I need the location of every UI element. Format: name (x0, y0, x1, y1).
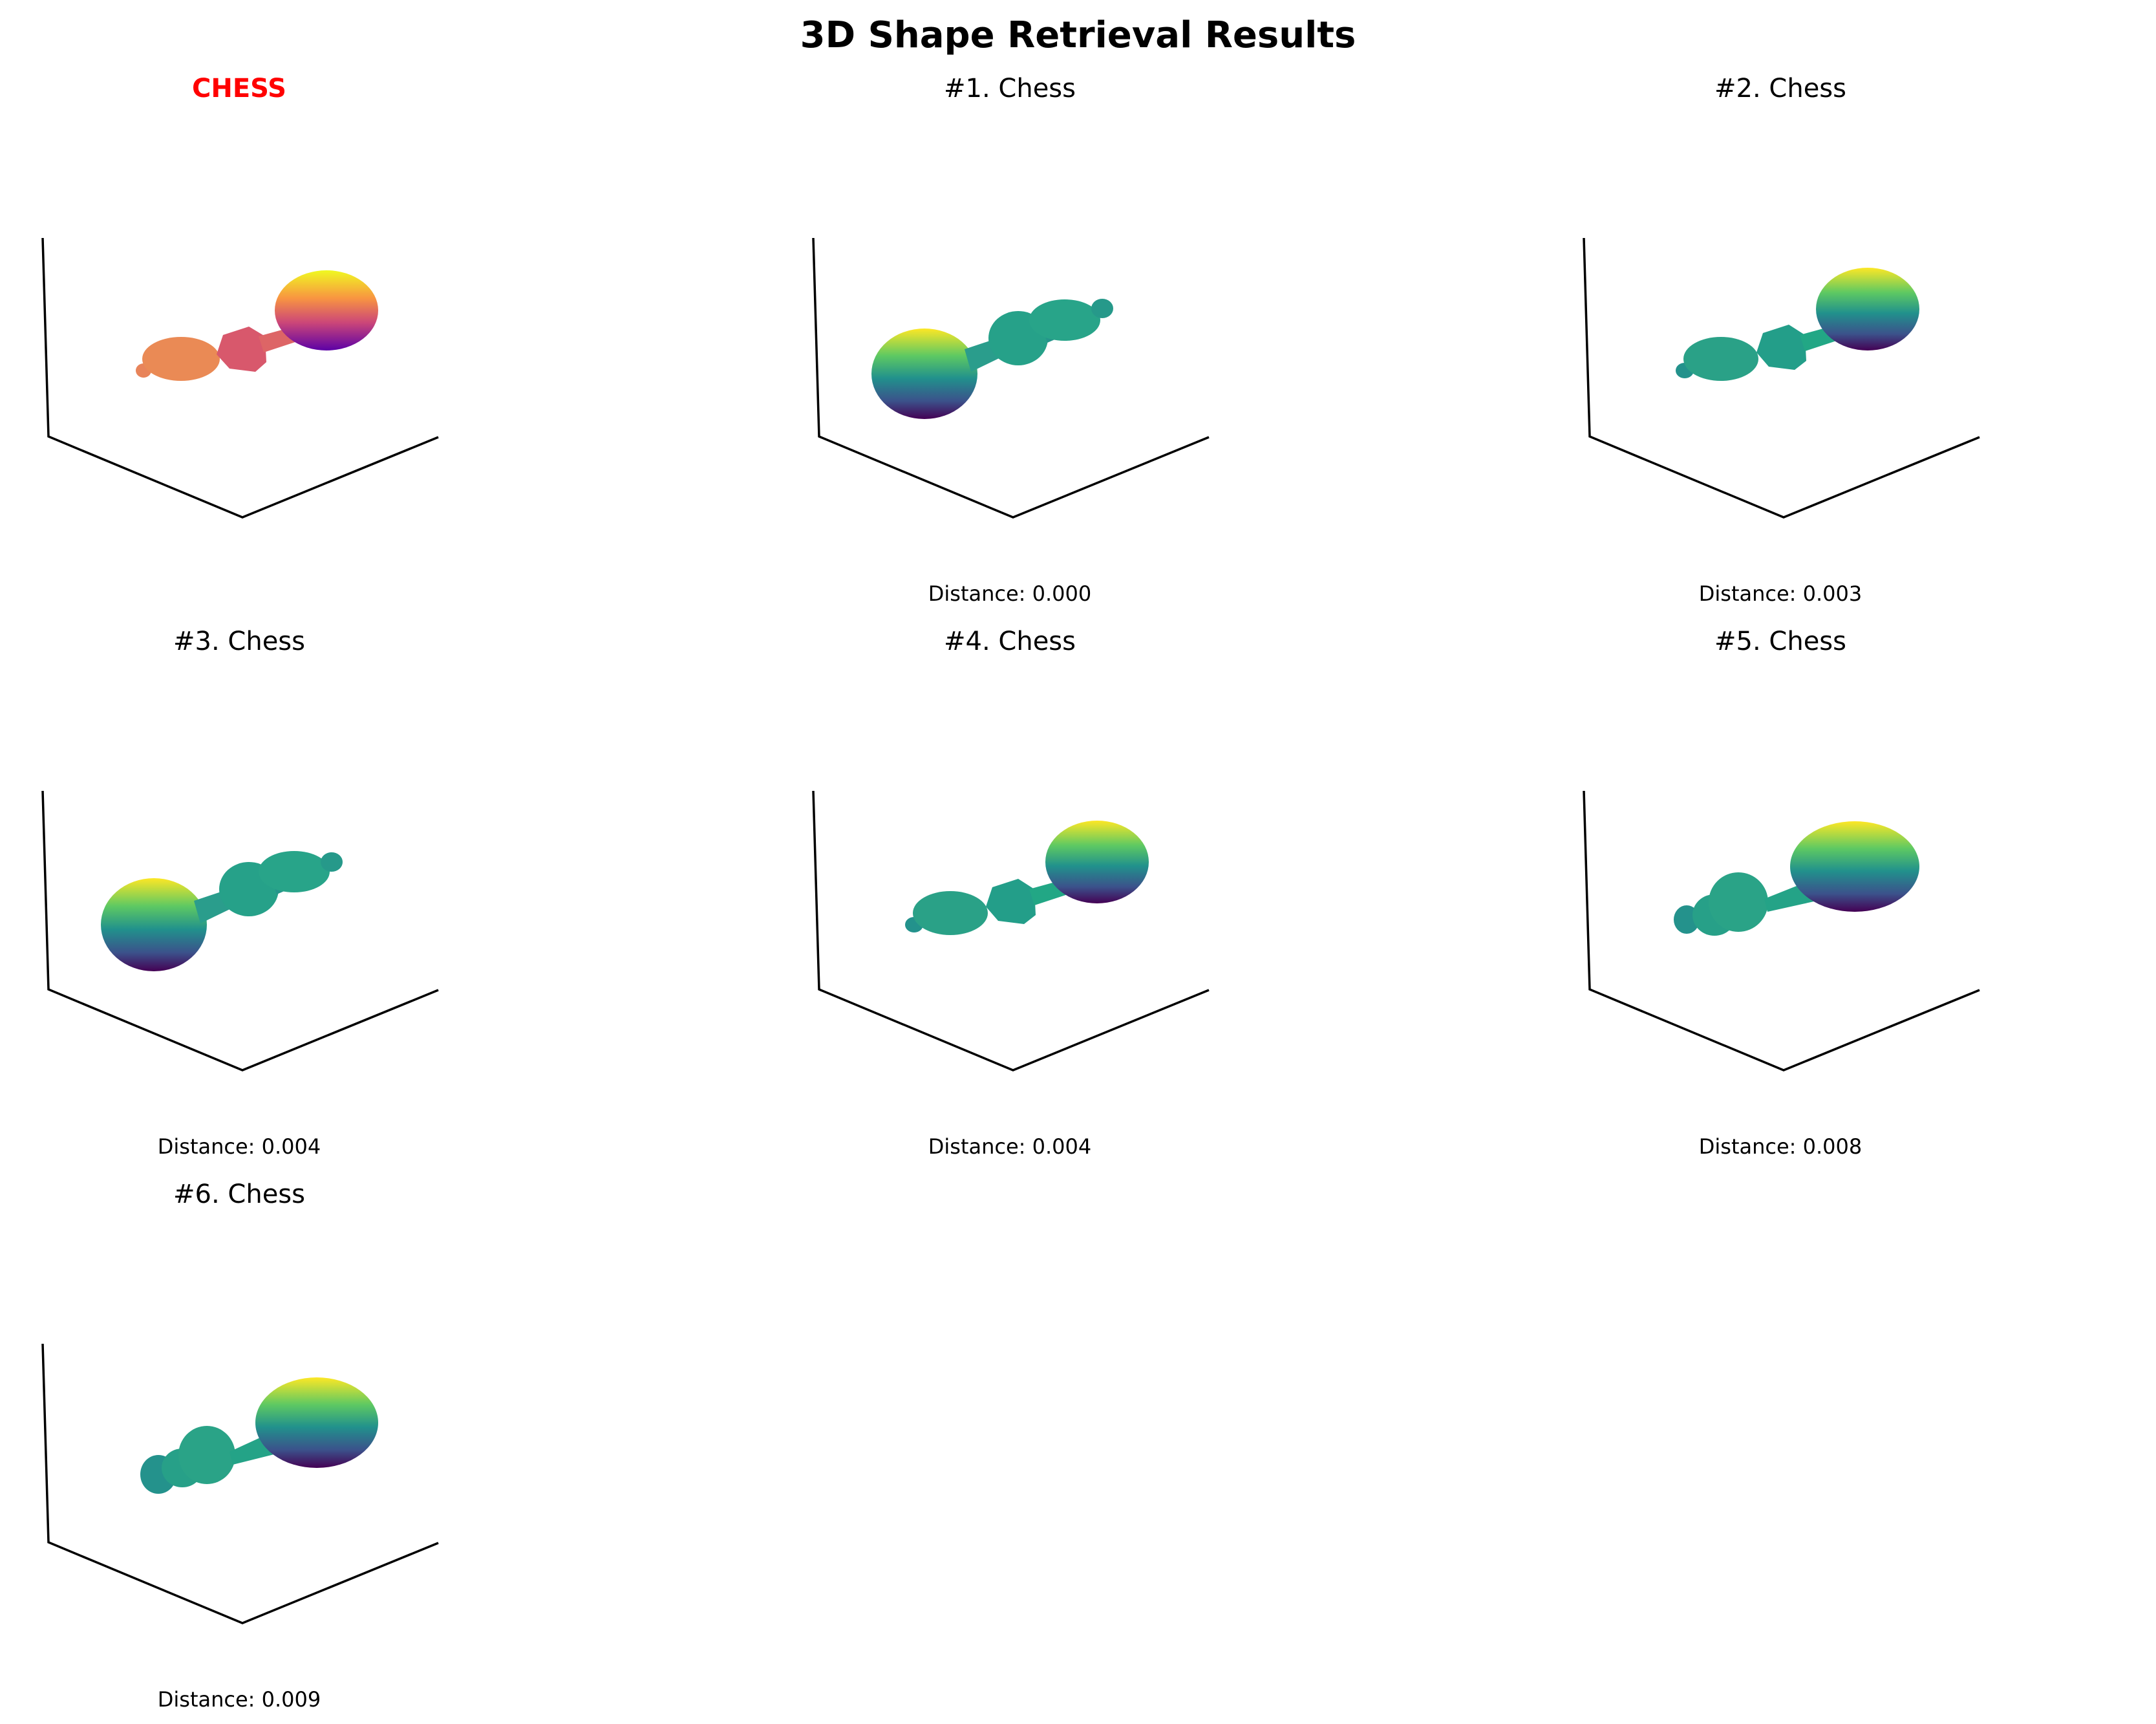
result-label: #1. Chess (944, 74, 1076, 103)
result-3d-shape (812, 237, 1210, 519)
distance-label: Distance: 0.004 (928, 1134, 1092, 1159)
result-panel: #1. Chess Distance: 0.000 (771, 0, 1482, 606)
result-panel: #6. Chess Distance: 0.009 (0, 1106, 711, 1712)
axis-lines (41, 1343, 439, 1624)
result-3d-shape (41, 790, 439, 1072)
distance-label: Distance: 0.003 (1698, 581, 1862, 606)
query-label: CHESS (192, 74, 286, 103)
result-panel: #2. Chess Distance: 0.003 (1541, 0, 2156, 606)
axis-lines (812, 237, 1210, 519)
result-label: #6. Chess (173, 1180, 305, 1209)
query-3d-shape (41, 237, 439, 519)
chess-piece-shape (101, 851, 343, 971)
result-label: #2. Chess (1714, 74, 1846, 103)
distance-label: Distance: 0.009 (157, 1687, 321, 1712)
result-label: #3. Chess (173, 627, 305, 656)
axis-lines (1583, 237, 1980, 519)
axis-lines (41, 237, 439, 519)
result-3d-shape (812, 790, 1210, 1072)
figure-title: 3D Shape Retrieval Results (800, 14, 1356, 56)
query-panel: CHESS (0, 0, 711, 553)
axis-lines (812, 790, 1210, 1072)
result-label: #5. Chess (1714, 627, 1846, 656)
result-3d-shape (41, 1343, 439, 1624)
result-panel: #3. Chess Distance: 0.004 (0, 553, 711, 1159)
distance-label: Distance: 0.004 (157, 1134, 321, 1159)
result-3d-shape (1583, 790, 1980, 1072)
result-panel: #5. Chess Distance: 0.008 (1541, 553, 2156, 1159)
chess-piece-shape (905, 821, 1149, 935)
chess-piece-shape (1674, 821, 1919, 936)
axis-lines (41, 790, 439, 1072)
axis-lines (1583, 790, 1980, 1072)
result-label: #4. Chess (944, 627, 1076, 656)
distance-label: Distance: 0.008 (1698, 1134, 1862, 1159)
chess-piece-shape (140, 1377, 378, 1494)
result-panel: #4. Chess Distance: 0.004 (771, 553, 1482, 1159)
chess-piece-shape (1676, 268, 1919, 381)
chess-piece-shape (136, 270, 378, 381)
result-3d-shape (1583, 237, 1980, 519)
distance-label: Distance: 0.000 (928, 581, 1092, 606)
chess-piece-shape (871, 299, 1113, 419)
